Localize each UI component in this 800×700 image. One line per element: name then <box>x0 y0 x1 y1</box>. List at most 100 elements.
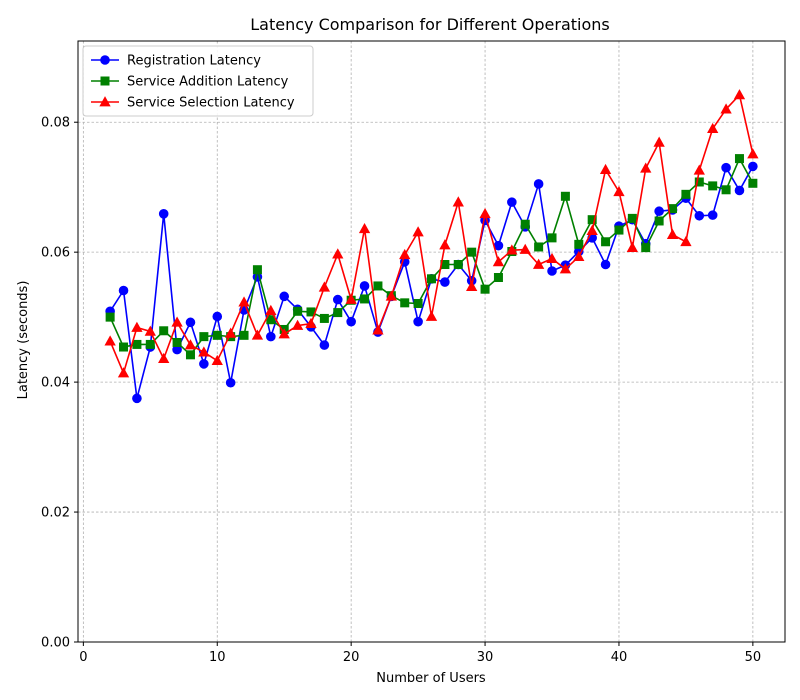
legend-marker <box>100 76 110 86</box>
data-point <box>721 162 731 173</box>
data-point <box>707 122 719 134</box>
data-point <box>519 243 531 254</box>
data-point <box>532 258 545 269</box>
data-point <box>333 308 343 318</box>
data-point <box>238 296 250 307</box>
data-point <box>224 327 237 338</box>
data-point <box>747 148 759 159</box>
y-tick-label: 0.04 <box>41 376 70 391</box>
data-point <box>694 177 704 187</box>
data-point <box>654 206 664 217</box>
data-point <box>507 197 517 207</box>
data-point <box>748 178 758 188</box>
data-point <box>346 316 356 327</box>
data-point <box>212 330 222 340</box>
data-point <box>291 319 304 330</box>
data-point <box>533 179 544 189</box>
data-point <box>599 163 612 174</box>
legend-entry: Registration Latency <box>91 54 261 69</box>
data-point <box>198 346 210 357</box>
data-point <box>305 317 317 328</box>
legend-box <box>82 45 314 117</box>
data-point <box>413 316 423 327</box>
data-point <box>172 337 182 347</box>
data-point <box>574 239 584 249</box>
data-point <box>546 252 558 263</box>
series-service-selection-latency <box>104 89 759 378</box>
data-point <box>666 228 679 239</box>
x-tick-label: 40 <box>611 650 628 665</box>
data-point <box>654 216 664 226</box>
legend-label: Service Addition Latency <box>127 75 289 90</box>
data-point <box>359 281 370 291</box>
data-point <box>613 185 625 197</box>
data-point <box>400 298 410 308</box>
data-point <box>693 164 705 175</box>
data-point <box>440 277 450 287</box>
data-point <box>105 312 115 322</box>
data-point <box>239 330 249 340</box>
series-layer <box>104 89 759 404</box>
data-point <box>547 233 557 243</box>
legend-label: Registration Latency <box>127 54 261 69</box>
data-point <box>560 191 570 201</box>
x-axis-label: Number of Users <box>376 671 486 686</box>
legend-entry: Service Addition Latency <box>91 75 289 90</box>
legend-entry: Service Selection Latency <box>91 96 295 111</box>
data-point <box>681 189 691 199</box>
data-point <box>332 294 343 305</box>
data-point <box>601 237 611 247</box>
y-tick-label: 0.08 <box>41 116 70 131</box>
plot-frame <box>77 40 786 643</box>
data-point <box>452 196 464 207</box>
data-point <box>694 210 705 221</box>
data-point <box>212 311 223 322</box>
data-point <box>734 185 745 196</box>
legend-marker <box>99 96 111 107</box>
data-point <box>132 393 142 404</box>
data-point <box>358 222 371 234</box>
data-point <box>748 161 758 172</box>
ticks-layer: 0 10 20 30 40 50 0.00 0.02 0.04 0.06 0.08 <box>41 116 761 665</box>
x-tick-label: 0 <box>79 650 87 665</box>
data-point <box>265 304 277 315</box>
data-point <box>480 284 490 294</box>
data-point <box>266 331 276 342</box>
data-point <box>453 260 463 270</box>
data-point <box>345 293 357 304</box>
y-tick-label: 0.02 <box>41 506 70 521</box>
data-point <box>733 89 746 100</box>
data-point <box>211 354 223 366</box>
data-point <box>707 210 718 220</box>
data-point <box>614 225 624 235</box>
data-point <box>118 285 129 296</box>
data-point <box>278 328 290 339</box>
data-point <box>520 219 530 229</box>
x-tick-label: 20 <box>343 650 360 665</box>
data-point <box>627 213 637 223</box>
chart-title: Latency Comparison for Different Operati… <box>250 15 609 34</box>
data-point <box>131 321 143 332</box>
y-tick-label: 0.06 <box>41 246 70 261</box>
data-point <box>600 259 611 270</box>
data-point <box>199 332 209 342</box>
data-point <box>373 281 383 291</box>
data-point <box>427 274 436 284</box>
data-point <box>492 256 505 267</box>
data-point <box>641 243 651 253</box>
data-point <box>479 207 491 219</box>
y-axis-label: Latency (seconds) <box>16 281 31 400</box>
data-point <box>439 239 451 250</box>
data-point <box>385 290 397 301</box>
grid-layer <box>78 41 785 643</box>
data-point <box>425 310 438 321</box>
data-point <box>199 359 209 369</box>
data-point <box>547 266 557 276</box>
data-point <box>493 273 503 283</box>
data-point <box>559 263 572 274</box>
data-point <box>467 247 477 257</box>
data-point <box>225 377 236 388</box>
data-point <box>466 280 478 291</box>
data-point <box>119 342 129 352</box>
